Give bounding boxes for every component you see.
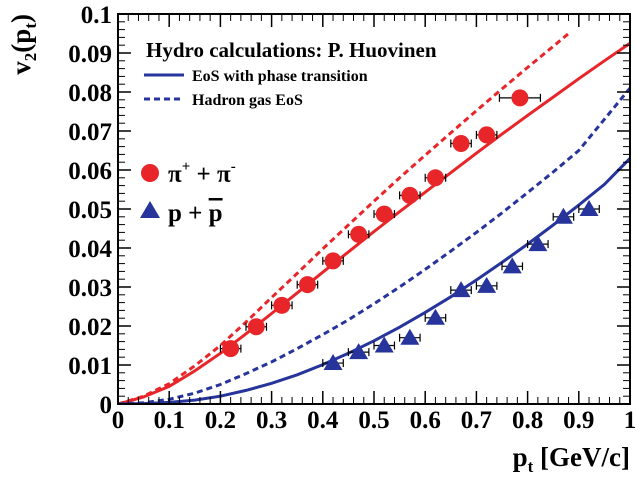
legend-proton-marker [140, 201, 160, 218]
proton-data-point [579, 200, 599, 216]
theory-curve-solid-4 [118, 157, 630, 404]
x-tick-label: 0.2 [205, 407, 236, 434]
y-tick-label: 0.02 [68, 314, 112, 341]
proton-data-point [477, 276, 497, 293]
y-tick-label: 0.04 [68, 236, 112, 263]
x-tick-label: 0.3 [256, 407, 287, 434]
legend-label-hadron-gas: Hadron gas EoS [192, 92, 303, 109]
legend-label-protons: p + p [168, 200, 223, 227]
y-tick-label: 0.06 [68, 158, 112, 185]
y-tick-label: 0.03 [68, 275, 112, 302]
proton-data-point [528, 235, 548, 252]
x-tick-label: 0.4 [307, 407, 339, 434]
theory-curves [118, 32, 630, 404]
y-tick-label: 0.05 [68, 197, 112, 224]
y-tick-label: 0.01 [68, 353, 112, 380]
pion-data-point [452, 134, 470, 152]
legend-label-pions: π+ + π- [168, 159, 236, 188]
y-tick-label: 0.07 [68, 119, 112, 146]
proton-data-point [349, 343, 369, 360]
legend-pion-marker [141, 164, 159, 182]
y-axis-title: v2(pt) [6, 14, 40, 75]
theory-curve-dashed-5 [118, 87, 630, 404]
data-points [219, 89, 600, 371]
pion-data-point [350, 225, 368, 243]
x-tick-label: 1 [624, 407, 636, 434]
pion-data-point [298, 276, 316, 294]
pion-data-point [478, 126, 496, 144]
theory-curve-dashed-3 [118, 32, 570, 404]
pion-data-point [324, 252, 342, 270]
x-tick-label: 0.1 [154, 407, 185, 434]
proton-data-point [400, 328, 420, 345]
pion-data-point [375, 205, 393, 223]
pion-data-point [401, 186, 419, 204]
proton-data-point [451, 281, 471, 298]
x-tick-label: 0.9 [563, 407, 594, 434]
overlined-p: p [209, 200, 223, 227]
hydro-annotation: Hydro calculations: P. Huovinen [146, 38, 437, 62]
legend-label-phase-transition: EoS with phase transition [192, 68, 368, 85]
proton-data-point [425, 308, 445, 325]
pion-data-point [426, 169, 444, 187]
theory-curve-solid-2 [118, 42, 630, 404]
x-tick-label: 0.5 [358, 407, 389, 434]
axis-ticks [117, 13, 631, 405]
proton-data-point [553, 207, 573, 224]
proton-data-point [502, 257, 522, 274]
x-tick-label: 0.7 [461, 407, 492, 434]
y-tick-label: 0.08 [68, 80, 112, 107]
x-tick-label: 0 [112, 407, 125, 434]
x-tick-label: 0.8 [512, 407, 543, 434]
proton-data-point [323, 354, 343, 371]
y-tick-label: 0.1 [81, 2, 112, 29]
x-tick-label: 0.6 [410, 407, 441, 434]
pion-data-point [222, 340, 240, 358]
pion-data-point [247, 318, 265, 336]
pion-data-point [273, 296, 291, 314]
y-tick-label: 0.09 [68, 41, 112, 68]
x-axis-title: pt [GeV/c] [513, 442, 630, 476]
y-tick-label: 0 [100, 392, 113, 419]
axis-tick-labels: 0 0.1 0.2 0.3 0.4 0.5 0.6 0.7 0.8 0.9 100.010.020.… [68, 2, 636, 434]
proton-data-point [374, 336, 394, 353]
pion-data-point [511, 89, 529, 107]
